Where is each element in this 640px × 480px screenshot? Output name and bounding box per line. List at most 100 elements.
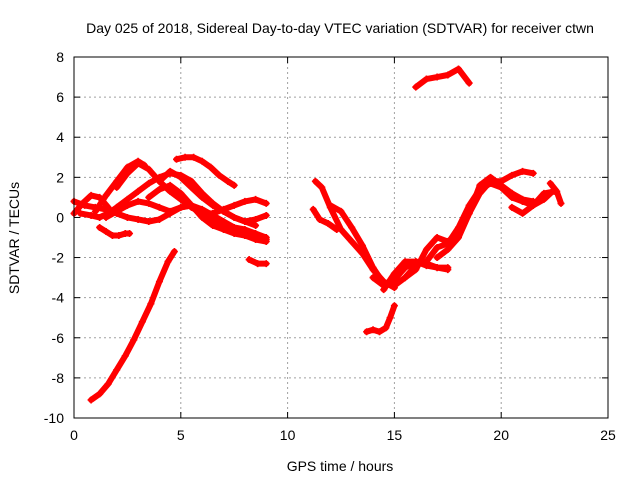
data-point: [113, 366, 121, 374]
data-point: [433, 254, 441, 262]
data-point: [401, 258, 409, 266]
data-point: [230, 201, 238, 209]
data-point: [519, 167, 527, 175]
data-point: [444, 264, 452, 272]
data-point: [382, 324, 390, 332]
data-point: [177, 203, 185, 211]
y-tick-label: -4: [52, 290, 65, 306]
y-tick-label: 4: [56, 129, 64, 145]
data-point: [134, 215, 142, 223]
data-point: [358, 242, 366, 250]
data-point: [224, 177, 232, 185]
data-point: [241, 217, 249, 225]
data-point: [363, 328, 371, 336]
data-point: [187, 201, 195, 209]
data-point: [309, 205, 317, 213]
data-point: [241, 197, 249, 205]
data-point: [433, 264, 441, 272]
data-point: [134, 197, 142, 205]
series-layer: [70, 65, 565, 404]
data-point: [190, 153, 198, 161]
data-point: [519, 197, 527, 205]
data-point: [252, 215, 260, 223]
data-point: [145, 193, 153, 201]
data-point: [254, 260, 262, 268]
data-point: [134, 187, 142, 195]
y-tick-label: 6: [56, 89, 64, 105]
data-point: [262, 236, 270, 244]
x-tick-label: 25: [600, 427, 616, 443]
data-point: [444, 246, 452, 254]
data-point: [444, 71, 452, 79]
data-point: [207, 163, 215, 171]
data-point: [454, 65, 462, 73]
data-point: [155, 278, 163, 286]
y-axis-label: SDTVAR / TECUs: [6, 182, 22, 294]
data-point: [519, 209, 527, 217]
data-point: [121, 352, 129, 360]
data-point: [380, 286, 388, 294]
data-point: [123, 201, 131, 209]
x-tick-label: 5: [177, 427, 185, 443]
series-line: [310, 206, 340, 233]
data-point: [553, 187, 561, 195]
series-arc-25: [363, 302, 398, 336]
series-arc-11: [87, 248, 178, 404]
data-point: [348, 238, 356, 246]
data-point: [79, 199, 87, 207]
x-axis-label: GPS time / hours: [287, 458, 394, 474]
data-point: [96, 223, 104, 231]
data-point: [390, 270, 398, 278]
series-arc-17: [380, 258, 452, 294]
data-point: [177, 189, 185, 197]
x-tick-label: 20: [493, 427, 509, 443]
series-arc-09: [145, 181, 270, 244]
data-point: [333, 225, 341, 233]
data-point: [369, 264, 377, 272]
data-point: [155, 203, 163, 211]
data-point: [311, 177, 319, 185]
data-point: [181, 153, 189, 161]
y-tick-label: 0: [56, 209, 64, 225]
data-point: [390, 302, 398, 310]
data-point: [508, 203, 516, 211]
data-point: [96, 213, 104, 221]
data-point: [230, 229, 238, 237]
data-point: [262, 199, 270, 207]
data-point: [130, 336, 138, 344]
data-point: [386, 314, 394, 322]
data-point: [138, 318, 146, 326]
data-point: [220, 207, 228, 215]
data-point: [126, 229, 134, 237]
data-point: [529, 201, 537, 209]
data-point: [557, 199, 565, 207]
data-point: [123, 195, 131, 203]
data-point: [241, 231, 249, 239]
data-point: [87, 396, 95, 404]
series-arc-12: [245, 256, 270, 268]
data-point: [326, 201, 334, 209]
data-point: [102, 213, 110, 221]
series-arc-08: [155, 167, 270, 225]
data-point: [166, 167, 174, 175]
y-tick-label: 8: [56, 49, 64, 65]
data-point: [252, 234, 260, 241]
data-point: [209, 221, 217, 229]
series-arc-23: [546, 179, 565, 207]
grid: [74, 57, 608, 418]
data-point: [497, 177, 505, 185]
data-point: [348, 223, 356, 231]
ticks: 0 5 10 15 20 25 -10 -8 -6 -4 -2 0 2 4 6 8: [44, 49, 616, 443]
data-point: [390, 282, 398, 290]
data-point: [177, 173, 185, 181]
data-point: [209, 209, 217, 217]
y-tick-label: 2: [56, 169, 64, 185]
data-point: [113, 183, 121, 191]
series-arc-07: [96, 223, 134, 239]
data-point: [375, 328, 383, 336]
data-point: [422, 246, 430, 254]
series-arc-24: [412, 65, 473, 91]
data-point: [487, 177, 495, 185]
data-point: [164, 258, 172, 266]
data-point: [220, 225, 228, 233]
